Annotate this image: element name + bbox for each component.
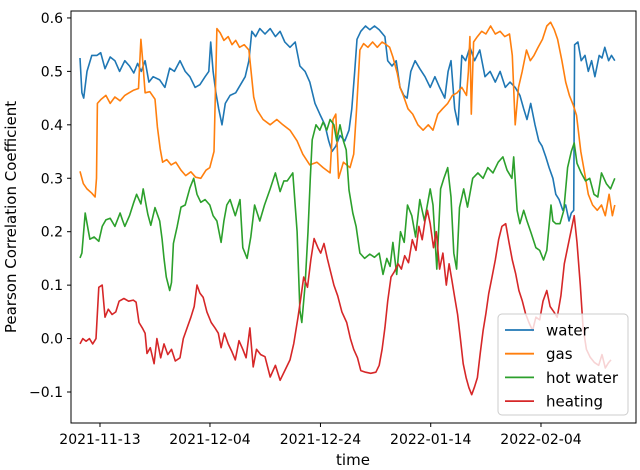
legend-label-water: water <box>546 322 590 340</box>
legend-label-heating: heating <box>546 393 603 411</box>
series-line-heating <box>79 209 612 396</box>
axes-ticks-group: 2021-11-13 2021-12-04 2021-12-24 2022-01-14… <box>29 11 582 448</box>
x-tick-label: 2021-11-13 <box>59 432 140 448</box>
y-axis-title: Pearson Correlation Coefficient <box>2 101 20 333</box>
x-tick-label: 2021-12-04 <box>169 432 250 448</box>
legend-label-hot-water: hot water <box>546 369 619 387</box>
y-tick-label: −0.1 <box>29 385 63 401</box>
y-tick-label: 0.5 <box>41 64 63 80</box>
y-tick-label: 0.6 <box>41 11 63 27</box>
series-group <box>79 21 616 396</box>
x-tick-label: 2022-01-14 <box>390 432 471 448</box>
plot-frame <box>70 10 637 424</box>
series-line-gas <box>79 21 616 217</box>
y-tick-label: 0.4 <box>41 118 63 134</box>
legend-label-gas: gas <box>546 345 573 363</box>
legend-box <box>497 313 629 416</box>
y-tick-label: 0.1 <box>41 278 63 294</box>
y-tick-label: 0.0 <box>41 332 63 348</box>
x-axis-title: time <box>336 451 370 469</box>
y-tick-label: 0.2 <box>41 225 63 241</box>
y-tick-label: 0.3 <box>41 171 63 187</box>
x-tick-label: 2022-02-04 <box>500 432 581 448</box>
series-line-hot-water <box>79 118 616 324</box>
legend: water gas hot water heating <box>497 313 629 416</box>
series-line-water <box>79 25 616 222</box>
x-tick-label: 2021-12-24 <box>280 432 361 448</box>
